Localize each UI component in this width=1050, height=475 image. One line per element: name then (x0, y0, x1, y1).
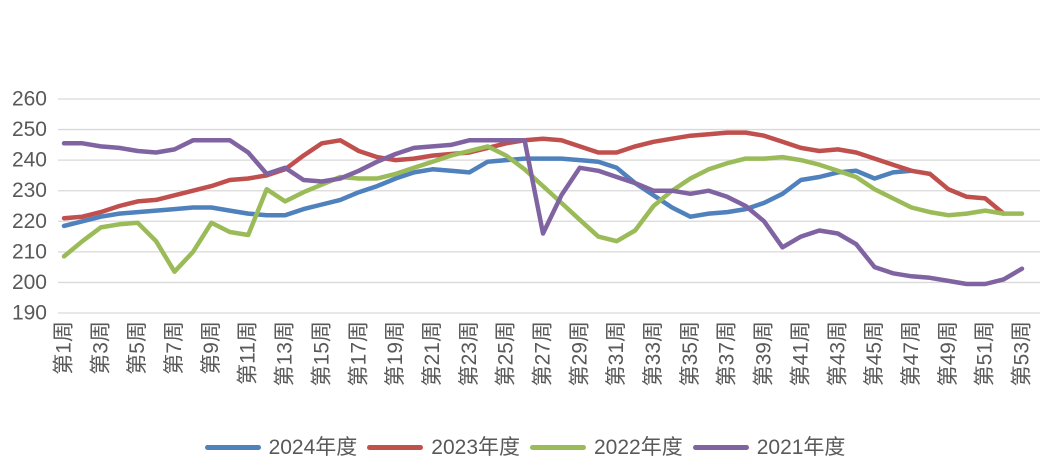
x-axis-tick-label: 第39周 (753, 321, 776, 386)
x-axis-tick-label: 第19周 (384, 321, 407, 386)
x-axis-tick-label: 第43周 (826, 321, 849, 386)
x-axis-tick-label: 第15周 (310, 321, 333, 386)
x-axis-tick-label: 第53周 (1011, 321, 1034, 386)
y-axis-tick-label: 220 (12, 210, 47, 233)
x-axis-tick-label: 第49周 (937, 321, 960, 386)
x-axis-tick-label: 第17周 (347, 321, 370, 386)
x-axis-tick-label: 第37周 (716, 321, 739, 386)
x-axis-tick-label: 第3周 (89, 321, 112, 375)
y-axis-tick-label: 210 (12, 240, 47, 263)
legend-item-2021: 2021年度 (692, 435, 846, 459)
legend-label-2022: 2022年度 (594, 435, 683, 459)
series-line-2023 (61, 130, 1006, 221)
legend-item-2024: 2024年度 (204, 435, 358, 459)
legend-item-2023: 2023年度 (367, 437, 520, 458)
y-axis-tick-label: 190 (12, 302, 47, 325)
x-axis-tick-label: 第41周 (789, 321, 812, 386)
chart-plot-area: 260250240230220210200190第1周 第3周 第5周 第7周 第9周第… (12, 88, 1040, 386)
x-axis-tick-label: 第31周 (605, 321, 628, 386)
legend-line-swatch-2021 (692, 444, 749, 450)
y-axis-tick-label: 250 (12, 118, 47, 141)
legend-label-2023: 2023年度 (431, 435, 520, 459)
x-axis-tick-label: 第23周 (458, 321, 481, 386)
legend-line-swatch-2022 (530, 444, 586, 450)
y-axis-tick-label: 260 (12, 88, 47, 111)
x-axis-tick-label: 第47周 (900, 321, 923, 386)
x-axis-tick-label: 第13周 (274, 321, 297, 386)
legend-label-2021: 2021年度 (756, 435, 846, 459)
x-axis-tick-label: 第51周 (974, 321, 997, 386)
x-axis-tick-label: 第9周 (200, 321, 223, 375)
x-axis-tick-label: 第29周 (568, 321, 591, 386)
y-axis-tick-label: 230 (12, 179, 47, 202)
series-line-2024 (61, 156, 914, 229)
x-axis-tick-label: 第1周 (53, 321, 76, 375)
x-axis-tick-label: 第5周 (126, 321, 149, 375)
x-axis-tick-label: 第21周 (421, 321, 444, 386)
series-line-2022 (61, 144, 1025, 274)
legend-item-2022: 2022年度 (530, 437, 683, 458)
x-axis-tick-label: 第25周 (495, 321, 518, 386)
x-axis-tick-label: 第35周 (679, 321, 702, 386)
x-axis-tick-label: 第33周 (642, 321, 665, 386)
legend-label-2024: 2024年度 (268, 435, 358, 459)
series-line-2021 (61, 138, 1025, 287)
x-axis-tick-label: 第7周 (163, 321, 186, 375)
chart-legend: 2024年度 2023年度 2022年度 2021年度 (0, 422, 1050, 472)
x-axis-tick-label: 第45周 (863, 321, 886, 386)
legend-line-swatch-2023 (367, 444, 424, 450)
x-axis-tick-label: 第11周 (237, 321, 260, 385)
y-axis-tick-label: 240 (12, 149, 47, 172)
legend-line-swatch-2024 (204, 444, 261, 450)
x-axis-tick-label: 第27周 (532, 321, 555, 386)
y-axis-tick-label: 200 (12, 271, 47, 294)
